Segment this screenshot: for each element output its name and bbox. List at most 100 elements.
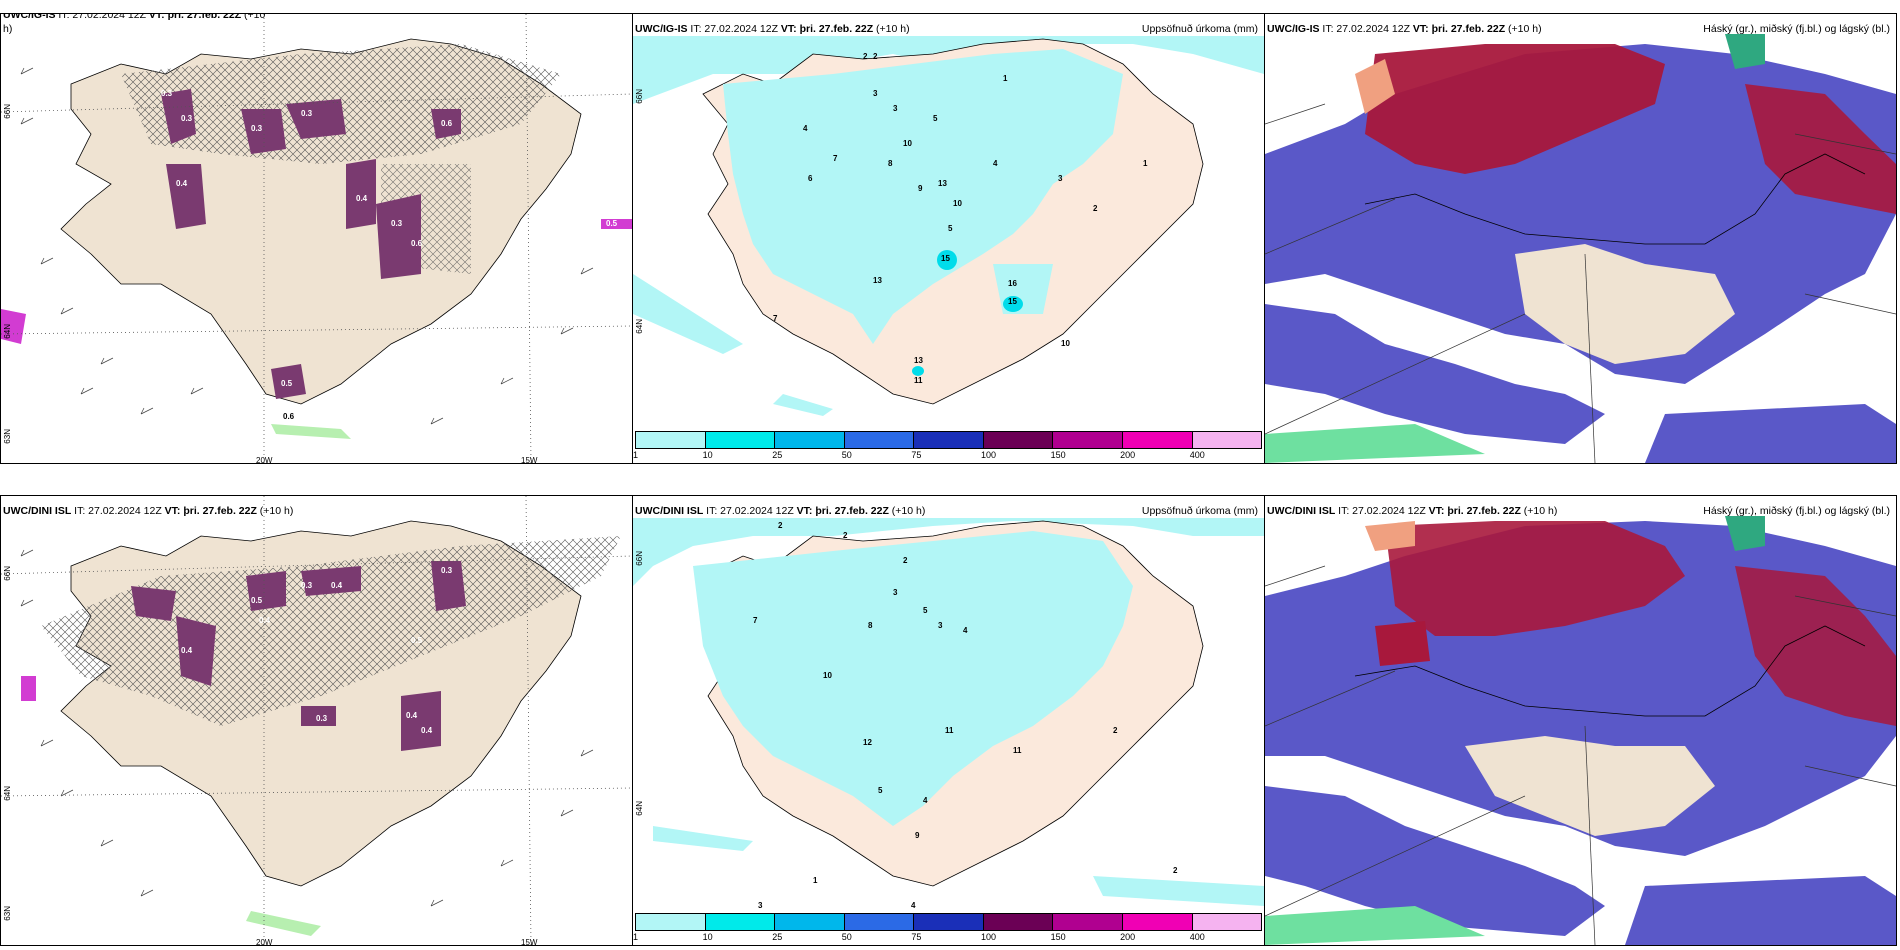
value-label: 2 [1093,204,1098,213]
value-label: 0.4 [356,194,368,203]
precip-patch [271,364,306,399]
panel-header: UWC/DINI ISL IT: 27.02.2024 12Z VT: þri.… [3,504,628,518]
value-label: 0.5 [281,379,293,388]
precip-land-area [693,531,1133,826]
value-label: 0.4 [421,726,433,735]
valid-time-label: VT: [1412,23,1429,35]
value-label: 0.6 [283,412,295,421]
colorbar-swatch [636,914,706,930]
value-label: 4 [923,796,928,805]
value-label: 0.4 [331,581,343,590]
value-label: 8 [868,621,873,630]
value-label: 10 [953,199,962,208]
value-label: 3 [873,89,878,98]
precip-sea-area [633,274,743,354]
colorbar-swatch [1053,432,1123,448]
value-label: 4 [993,159,998,168]
variable-title: Háský (gr.), miðský (fj.bl.) og lágský (… [1703,505,1890,517]
colorbar-swatch [983,432,1054,448]
lat-label: 63N [3,429,12,444]
value-label: 0.3 [301,581,313,590]
graticule [1,14,632,463]
low-cloud-area [1265,304,1605,444]
lat-label: 66N [635,89,644,104]
lat-label: 64N [635,319,644,334]
value-label: 2 [863,52,868,61]
colorbar-swatch [1122,432,1193,448]
valid-time-label: VT: [148,13,165,21]
colorbar-swatch [1192,432,1262,448]
colorbar-tick: 200 [1120,450,1136,460]
init-time: IT: 27.02.2024 12Z [1322,23,1410,35]
precip-patch-magenta [21,676,36,701]
panel-top-middle: UWC/IG-IS IT: 27.02.2024 12Z VT: þri. 27… [632,13,1265,464]
colorbar-swatch [983,914,1054,930]
colorbar-tick: 75 [911,932,922,942]
precip-spot [937,250,957,270]
value-label: 0.5 [251,596,263,605]
value-label: 0.3 [441,566,453,575]
colorbar-swatch [914,914,984,930]
colorbar-tick: 1 [633,932,639,942]
value-label: 0.3 [181,114,193,123]
valid-time: þri. 27.feb. 22Z [815,505,889,517]
mid-cloud-edge [1265,424,1485,463]
colorbar-tick: 100 [980,450,997,460]
wind-barbs [20,549,594,907]
colorbar-tick: 400 [1189,450,1205,460]
lead-time: (+10 h) [1508,23,1542,35]
lead-time: (+10 h) [1523,505,1558,517]
value-label: 0.6 [441,119,453,128]
panel-bottom-right: UWC/DINI ISL IT: 27.02.2024 12Z VT: þri.… [1264,495,1897,946]
value-label: 13 [938,179,947,188]
panel-header: UWC/DINI ISL IT: 27.02.2024 12Z VT: þri.… [1267,504,1892,518]
precip-spot [912,366,924,376]
value-label: 2 [1113,726,1118,735]
colorbar-swatch [1192,914,1262,930]
panel-header: UWC/IG-IS IT: 27.02.2024 12Z VT: þri. 27… [635,22,1260,36]
lat-label: 64N [635,801,644,816]
lead-time: (+10 h) [876,23,910,35]
panel-header: UWC/IG-IS IT: 27.02.2024 12Z VT: þri. 27… [1267,22,1892,36]
colorbar-tick: 10 [702,932,713,942]
panel-header: UWC/IG-IS IT: 27.02.2024 12Z VT: þri. 27… [3,13,628,22]
lat-label: 66N [3,104,12,119]
model-name: UWC/IG-IS [635,23,688,35]
value-label: 4 [911,901,916,910]
value-label: 10 [1061,339,1070,348]
low-cloud-area [1625,876,1896,945]
variable-title: Háský (gr.), miðský (fj.bl.) og lágský (… [1703,23,1890,35]
value-label: 0.3 [251,124,263,133]
value-label: 0.6 [411,239,423,248]
graticule [1265,103,1896,463]
value-label: 15 [941,254,950,263]
init-time: IT: 27.02.2024 12Z [1338,505,1426,517]
colorbar-swatch [636,432,706,448]
precip-patch [401,691,441,751]
init-time: IT: 27.02.2024 12Z [74,505,162,517]
colorbar-tick: 150 [1050,932,1066,942]
value-label: 0.4 [259,616,271,625]
value-label: 11 [914,376,923,385]
value-label: 2 [778,521,783,530]
colorbar-tick: 50 [841,932,852,942]
colorbar-swatch [844,432,915,448]
high-cloud-area [1385,521,1685,636]
precip-patch-magenta [1,309,26,344]
colorbar-tick: 50 [841,450,852,460]
precip-patch [161,89,196,144]
land-clear [1465,736,1715,836]
value-label: 10 [823,671,832,680]
value-label: 3 [893,104,898,113]
high-cloud-area [1375,621,1430,666]
value-label: 2 [903,556,908,565]
colorbar-swatch [705,432,776,448]
precip-sea-area [633,518,1264,586]
colorbar-tick: 100 [980,932,997,942]
precip-patch [246,571,286,611]
map-bottom-left [1,496,632,945]
lon-label: 15W [521,938,538,946]
value-label: 2 [873,52,878,61]
panel-bottom-middle: UWC/DINI ISL IT: 27.02.2024 12Z VT: þri.… [632,495,1265,946]
lon-label: 20W [256,938,273,946]
